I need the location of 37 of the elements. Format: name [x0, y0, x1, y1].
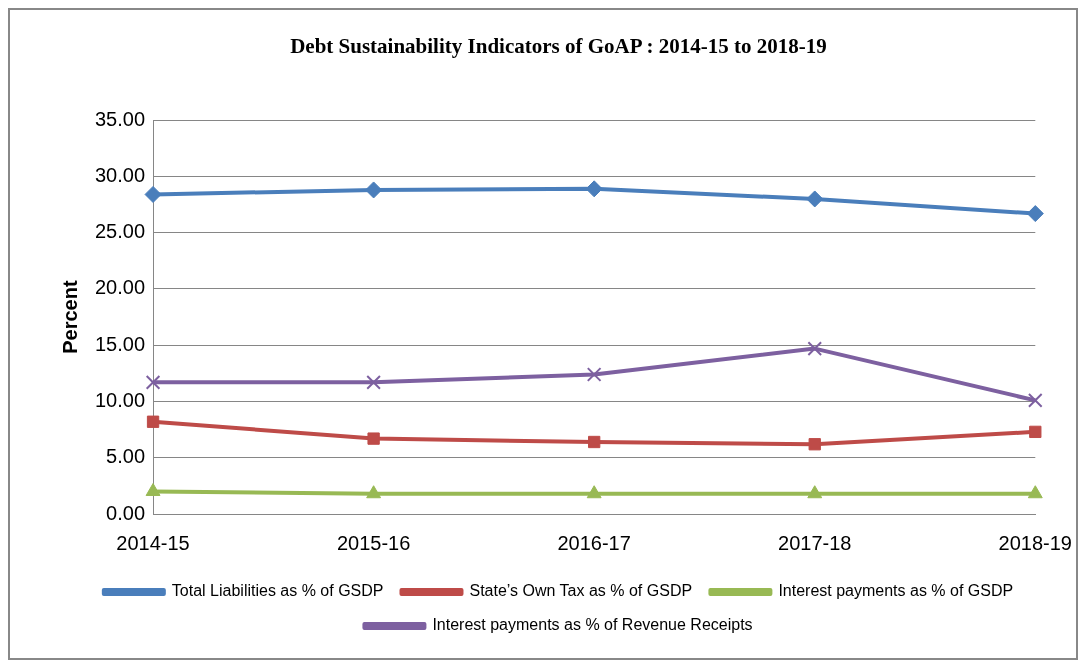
point — [807, 341, 823, 356]
legend-label: Interest payments as % of Revenue Receipts — [432, 616, 753, 634]
point — [1027, 393, 1043, 408]
y-tick-label: 15.00 — [94, 332, 146, 355]
point — [588, 435, 601, 449]
x-tick-label: 2017-18 — [778, 531, 852, 554]
point — [808, 438, 821, 451]
y-tick-label: 30.00 — [94, 163, 146, 186]
legend-label: State’s Own Tax as % of GSDP — [469, 582, 693, 600]
y-tick-label: 20.00 — [94, 276, 146, 299]
x-tick-label: 2016-17 — [557, 531, 631, 554]
y-tick-label: 10.00 — [94, 389, 146, 411]
point — [367, 432, 380, 445]
point — [144, 185, 162, 203]
point — [586, 485, 602, 499]
x-tick-label: 2015-16 — [336, 531, 411, 554]
y-tick-label: 0.00 — [106, 501, 146, 524]
point — [145, 374, 161, 390]
point — [586, 367, 602, 382]
point — [366, 485, 382, 499]
y-tick-label: 35.00 — [94, 107, 146, 130]
chart-title: Debt Sustainability Indicators of GoAP : 2014-15 to 2018-19 — [290, 34, 827, 59]
x-tick-label: 2014-15 — [116, 531, 190, 554]
y-tick-label: 5.00 — [106, 445, 146, 468]
point — [145, 483, 161, 496]
point — [1029, 425, 1042, 439]
y-axis-title: Percent — [58, 280, 81, 354]
legend-label: Total Liabilities as % of GSDP — [171, 582, 384, 600]
point — [146, 415, 160, 428]
point — [807, 485, 823, 499]
x-tick-label: 2018-19 — [998, 531, 1072, 554]
point — [1026, 205, 1044, 223]
legend-label: Interest payments as % of GSDP — [778, 582, 1014, 600]
point — [806, 190, 824, 208]
y-tick-label: 25.00 — [94, 220, 146, 243]
point — [1027, 485, 1043, 499]
point — [366, 374, 381, 390]
